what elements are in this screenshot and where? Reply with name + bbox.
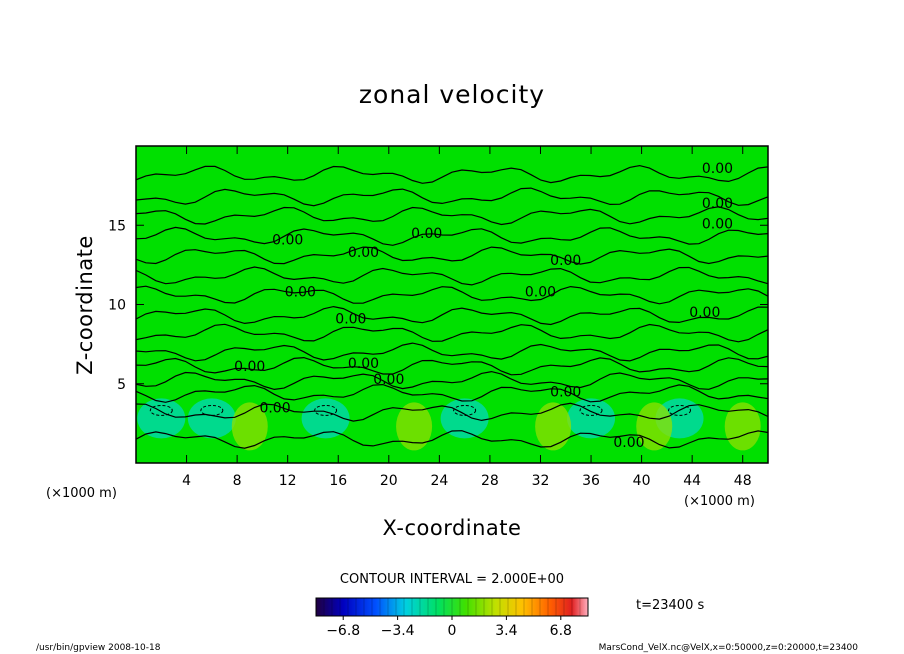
x-tick-label: 40 — [633, 473, 651, 489]
contour-label: 0.00 — [411, 226, 442, 242]
contour-label: 0.00 — [335, 312, 366, 328]
contour-line — [136, 206, 768, 226]
y-axis-ticks: 5 10 15 — [108, 218, 768, 393]
negative-core — [187, 398, 236, 439]
positive-core — [535, 402, 572, 451]
x-tick-label: 4 — [182, 473, 191, 489]
x-tick-label: 16 — [329, 473, 347, 489]
contour-label: 0.00 — [259, 400, 290, 416]
x-tick-label: 20 — [380, 473, 398, 489]
contour-line — [136, 370, 768, 391]
contour-line — [136, 430, 768, 449]
contour-label: 0.00 — [373, 372, 404, 388]
negative-contour — [453, 404, 477, 416]
colorbar-tick-label: −3.4 — [381, 623, 415, 639]
x-axis-label: X-coordinate — [383, 516, 522, 540]
negative-contour — [200, 404, 224, 416]
negative-contour — [668, 404, 692, 416]
x-tick-label: 44 — [683, 473, 701, 489]
contour-label: 0.00 — [525, 285, 556, 301]
contour-line — [136, 226, 768, 246]
contour-line — [136, 305, 768, 326]
x-axis-ticks: 4 8 12 16 20 24 28 32 36 40 44 48 — [182, 146, 752, 489]
colorbar-segments — [323, 598, 581, 616]
contour-label: 0.00 — [348, 245, 379, 261]
contour-line — [136, 383, 768, 403]
plot-area — [136, 146, 768, 463]
contour-line — [136, 187, 768, 207]
positive-core — [636, 402, 673, 451]
negative-contour — [149, 404, 173, 416]
x-tick-label: 8 — [233, 473, 242, 489]
contour-interval-text: CONTOUR INTERVAL = 2.000E+00 — [340, 572, 564, 587]
negative-contour — [579, 404, 603, 416]
contour-labels: 0.000.000.00 0.000.000.000.000.000.000.00… — [234, 161, 733, 451]
y-axis-label: Z-coordinate — [73, 235, 97, 375]
contour-label: 0.00 — [702, 216, 733, 232]
x-unit-left: (×1000 m) — [46, 486, 117, 501]
positive-core — [396, 402, 433, 451]
x-tick-label: 28 — [481, 473, 499, 489]
footer-left: /usr/bin/gpview 2008-10-18 — [36, 643, 161, 653]
contour-label: 0.00 — [234, 359, 265, 375]
x-tick-label: 32 — [532, 473, 550, 489]
contour-lines — [136, 164, 768, 449]
contour-line — [136, 246, 768, 265]
y-tick-label: 10 — [108, 298, 126, 314]
footer-right: MarsCond_VelX.nc@VelX,x=0:50000,z=0:2000… — [599, 643, 859, 653]
time-text: t=23400 s — [636, 598, 704, 613]
colorbar-tick-label: 0 — [448, 623, 457, 639]
contour-line — [136, 285, 768, 305]
colorbar-ticks: −6.8 −3.4 0 3.4 6.8 — [326, 616, 572, 639]
contour-line — [136, 266, 768, 286]
contour-label: 0.00 — [348, 356, 379, 372]
colorbar-tick-label: 6.8 — [550, 623, 572, 639]
negative-core — [137, 398, 186, 439]
contour-label: 0.00 — [285, 285, 316, 301]
x-tick-label: 24 — [430, 473, 448, 489]
contour-label: 0.00 — [272, 232, 303, 248]
negative-contour — [314, 404, 338, 416]
y-tick-label: 15 — [108, 218, 126, 234]
contour-line — [136, 323, 768, 343]
contour-line — [136, 402, 768, 422]
contour-label: 0.00 — [702, 196, 733, 212]
x-tick-label: 48 — [734, 473, 752, 489]
contour-line — [136, 164, 768, 184]
contour-label: 0.00 — [702, 161, 733, 177]
contour-label: 0.00 — [550, 253, 581, 269]
contour-line — [136, 342, 768, 362]
negative-core — [301, 398, 350, 439]
contour-label: 0.00 — [689, 305, 720, 321]
x-tick-label: 12 — [279, 473, 297, 489]
y-tick-label: 5 — [117, 377, 126, 393]
chart-title: zonal velocity — [359, 80, 545, 109]
x-tick-label: 36 — [582, 473, 600, 489]
colorbar-tick-label: −6.8 — [326, 623, 360, 639]
contour-line — [136, 356, 768, 376]
colorbar-tick-label: 3.4 — [495, 623, 517, 639]
x-unit-right: (×1000 m) — [684, 494, 755, 509]
contour-label: 0.00 — [613, 435, 644, 451]
contour-label: 0.00 — [550, 384, 581, 400]
negative-core — [567, 398, 616, 439]
